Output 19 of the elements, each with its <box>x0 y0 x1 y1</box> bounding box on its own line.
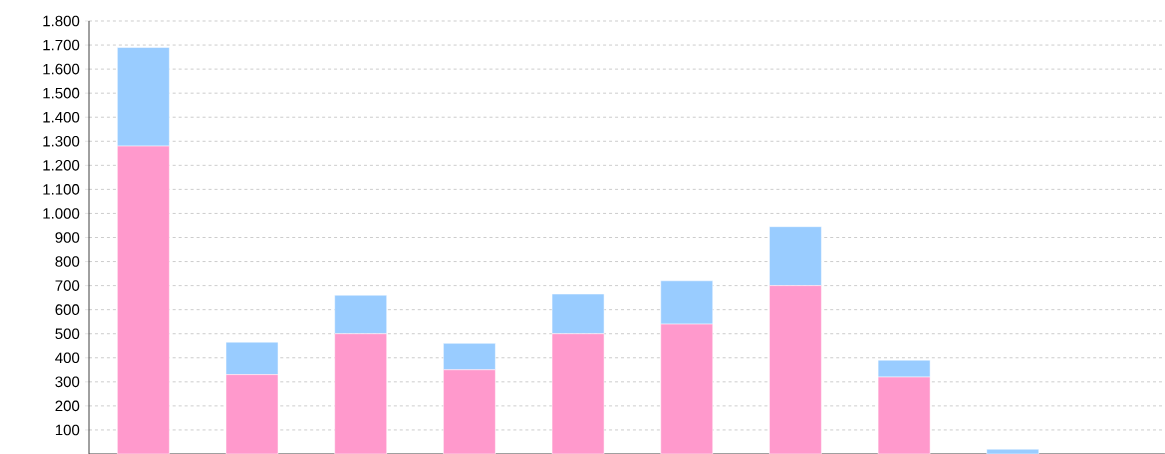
y-tick-label: 1.200 <box>43 160 80 171</box>
y-tick-label: 1.000 <box>43 208 80 219</box>
y-tick-label: 600 <box>55 304 80 315</box>
y-tick-label: 800 <box>55 256 80 267</box>
y-tick-label: 1.800 <box>43 15 80 27</box>
y-tick-label: 300 <box>55 376 80 388</box>
y-tick-label: 200 <box>55 400 80 412</box>
y-tick-label: 1.500 <box>43 87 80 99</box>
y-tick-label: 1.300 <box>43 135 80 147</box>
y-tick-label: 900 <box>55 232 80 243</box>
y-tick-label: 1.700 <box>43 39 80 51</box>
y-tick-label: 1.600 <box>43 63 80 75</box>
bar <box>986 448 1040 454</box>
y-tick-label: 1.100 <box>43 184 80 195</box>
y-tick-label: 100 <box>55 424 80 436</box>
y-tick-label: 500 <box>55 328 80 340</box>
y-tick-label: 700 <box>55 280 80 291</box>
y-tick-label: 1.400 <box>43 111 80 123</box>
y-tick-label: 400 <box>55 352 80 364</box>
